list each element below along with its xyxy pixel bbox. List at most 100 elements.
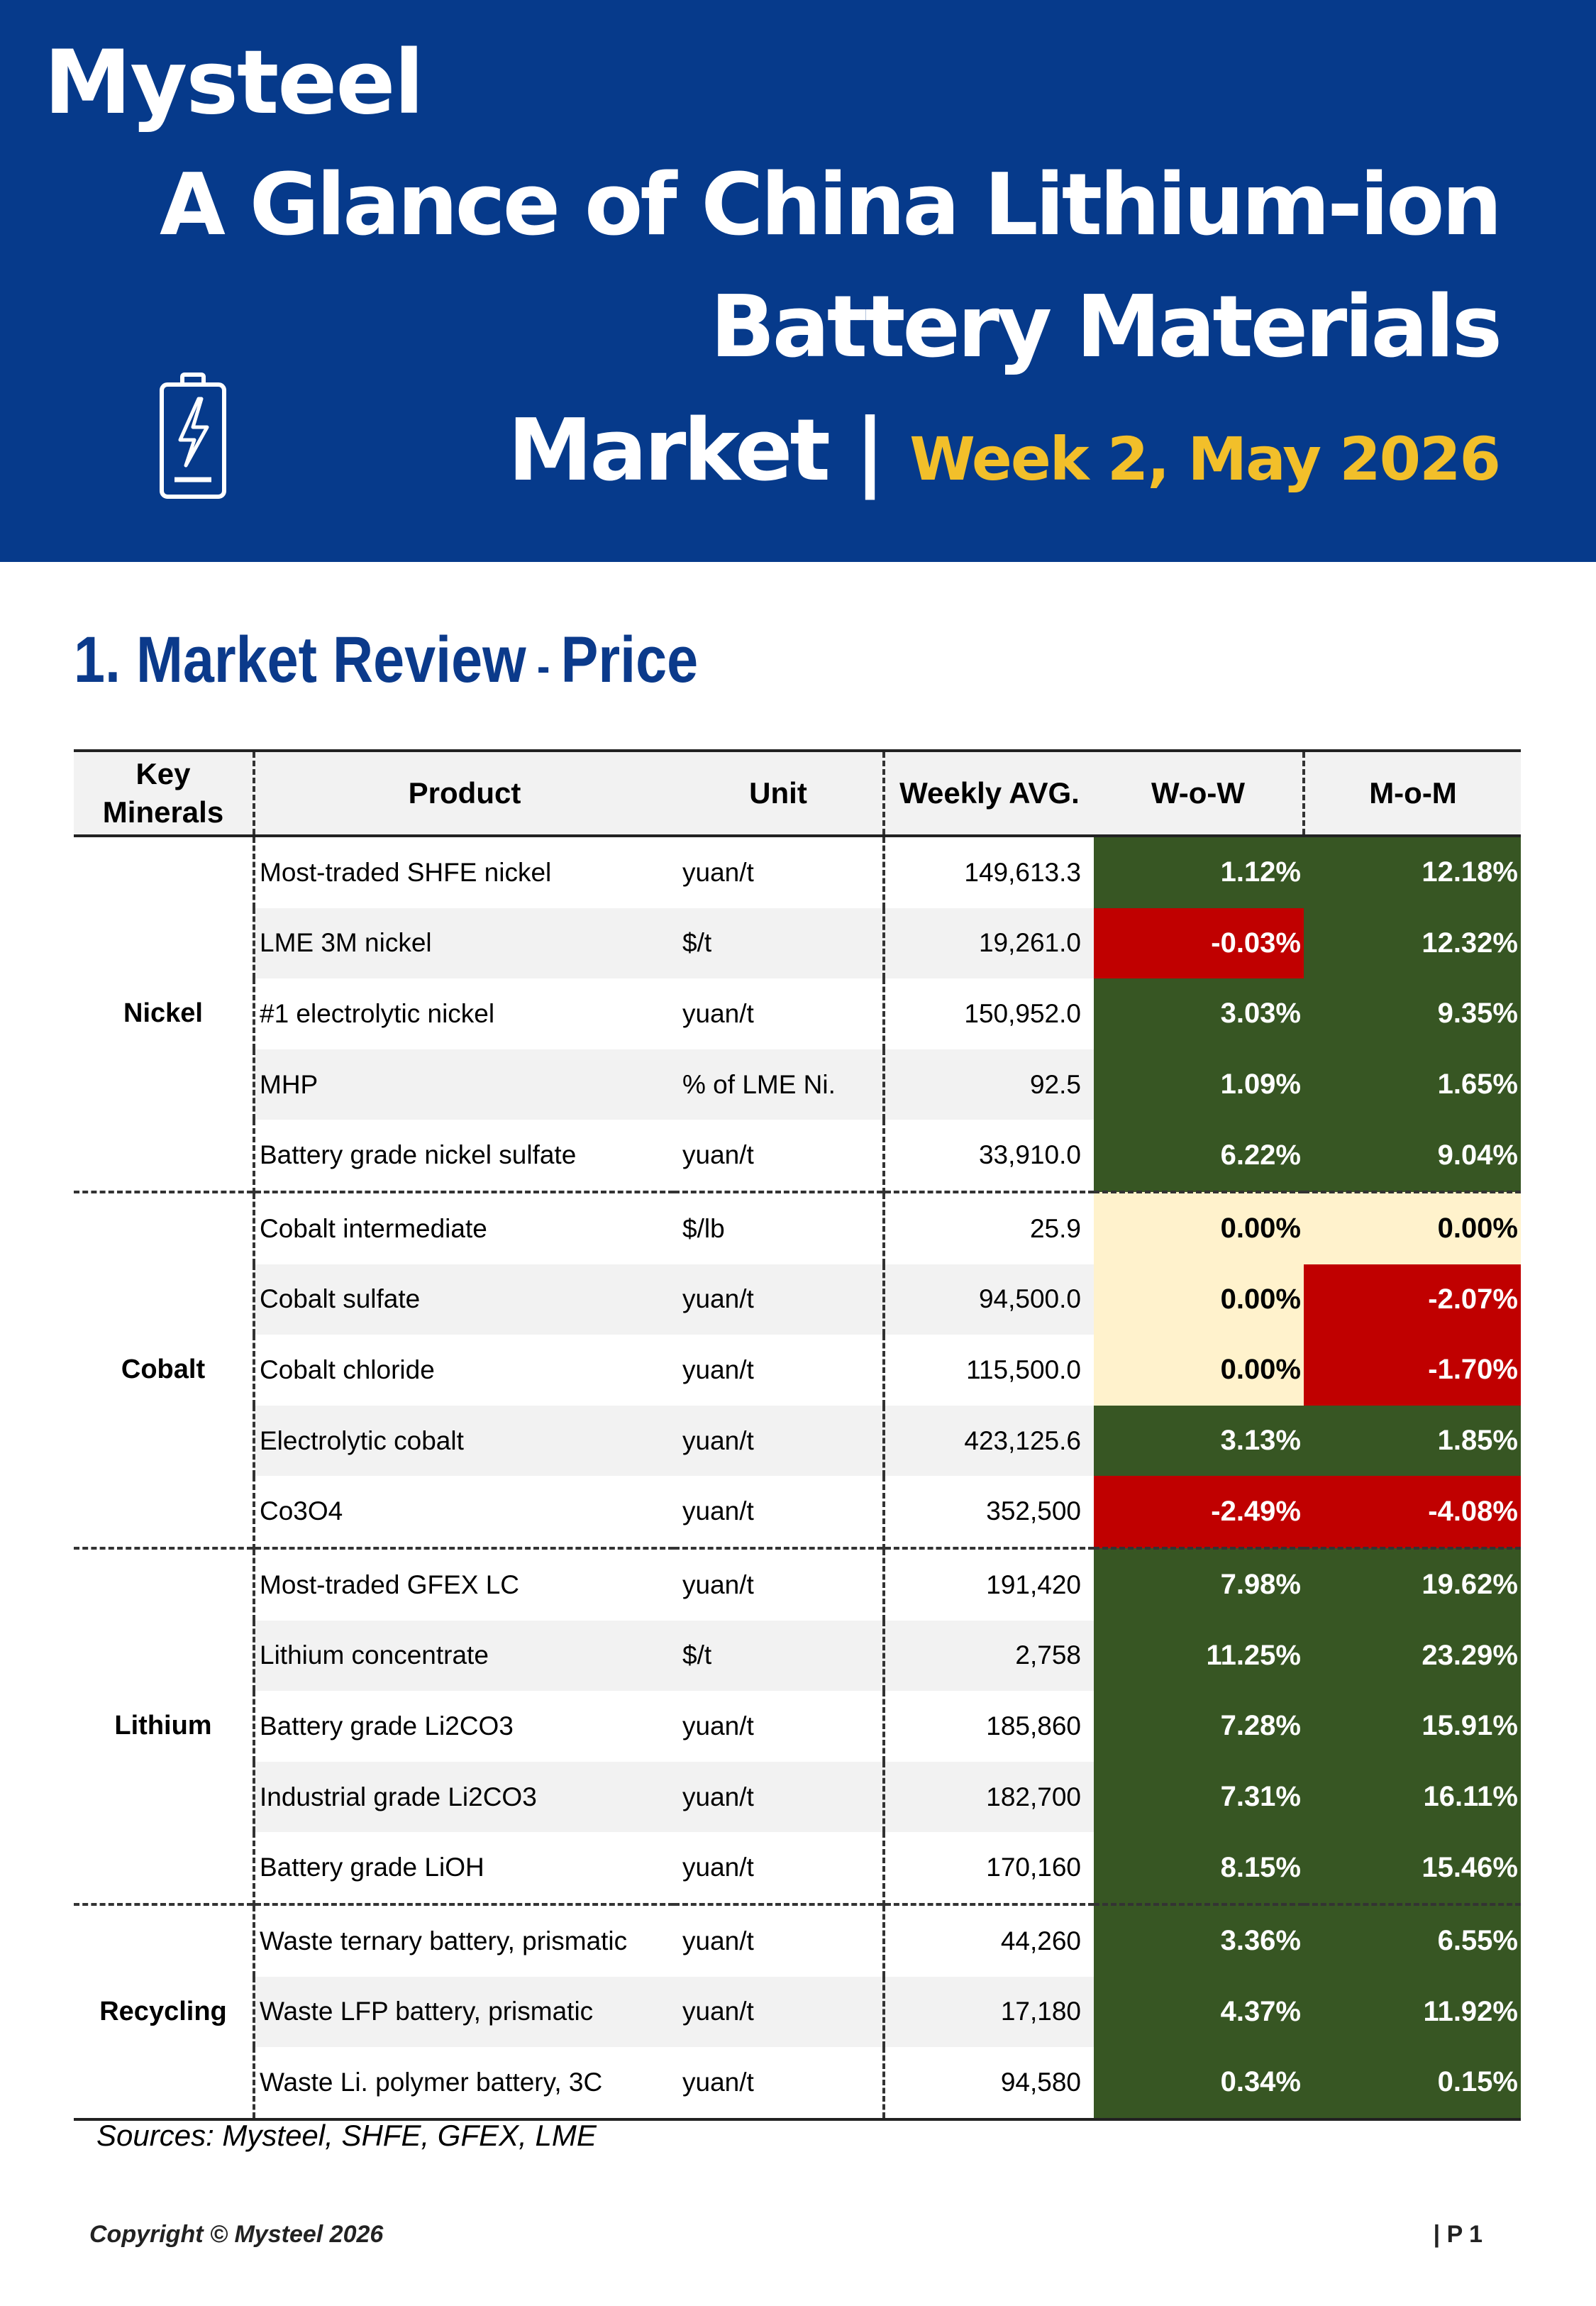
mom-cell: -1.70% — [1304, 1335, 1521, 1406]
wow-cell: 0.00% — [1094, 1264, 1304, 1335]
table-header-row: Key Minerals Product Unit Weekly AVG. W-… — [74, 749, 1521, 837]
wow-cell: 1.12% — [1094, 836, 1304, 908]
product-cell: Waste LFP battery, prismatic — [254, 1976, 674, 2048]
product-cell: Battery grade LiOH — [260, 1853, 484, 1882]
product-cell: Cobalt sulfate — [254, 1264, 674, 1335]
report-title-market: Market | — [507, 402, 886, 500]
weekly-avg-cell: 2,758 — [884, 1620, 1094, 1692]
mom-cell: 16.11% — [1304, 1761, 1521, 1833]
table-row: Recycling Waste ternary battery, prismati… — [74, 1902, 1521, 2121]
section-title-sub: Price — [560, 624, 699, 696]
wow-cell: 6.22% — [1094, 1120, 1304, 1192]
weekly-avg-cell: 94,580 — [884, 2047, 1094, 2121]
table-row: Waste Li. polymer battery, 3C yuan/t 94,58… — [74, 2047, 1521, 2121]
unit-cell: yuan/t — [674, 1120, 885, 1192]
product-cell: Co3O4 — [260, 1496, 343, 1526]
header-unit: Unit — [674, 749, 885, 837]
copyright: Copyright © Mysteel 2026 — [89, 2221, 384, 2248]
unit-cell: yuan/t — [674, 1476, 885, 1548]
wow-cell: 11.25% — [1094, 1620, 1304, 1692]
product-cell: Battery grade Li2CO3 — [260, 1711, 514, 1740]
mom-cell: 1.65% — [1304, 1049, 1521, 1120]
mineral-group-label: Recycling — [74, 1902, 255, 2121]
table-row: Battery grade LiOH yuan/t 170,160 8.15% 15.4… — [74, 1832, 1521, 1904]
unit-cell: yuan/t — [674, 1902, 885, 1977]
product-cell: Electrolytic cobalt — [254, 1405, 674, 1477]
mom-cell: 12.18% — [1304, 836, 1521, 908]
weekly-avg-cell: 150,952.0 — [964, 998, 1081, 1028]
mineral-group-label: Nickel — [74, 836, 255, 1192]
wow-cell: 3.36% — [1094, 1902, 1304, 1977]
mineral-group-label: Lithium — [74, 1546, 255, 1904]
report-title-line-3: Market | Week 2, May 2026 — [507, 402, 1501, 509]
unit-cell: yuan/t — [674, 1691, 885, 1762]
weekly-avg-cell: 94,500.0 — [884, 1264, 1094, 1335]
product-cell: LME 3M nickel — [254, 907, 674, 979]
product-cell: Most-traded SHFE nickel — [260, 857, 552, 887]
mom-cell: -2.07% — [1304, 1264, 1521, 1335]
table-row: Waste LFP battery, prismatic yuan/t 17,180… — [74, 1976, 1521, 2048]
weekly-avg-cell: 182,700 — [884, 1761, 1094, 1833]
weekly-avg-cell: 423,125.6 — [884, 1405, 1094, 1477]
mom-cell: 12.32% — [1304, 907, 1521, 979]
product-cell: #1 electrolytic nickel — [260, 998, 495, 1028]
unit-cell: yuan/t — [674, 1405, 885, 1477]
section-title-main: 1. Market Review — [74, 624, 526, 696]
weekly-avg-cell: 191,420 — [884, 1546, 1094, 1621]
mom-cell: 0.00% — [1304, 1190, 1521, 1264]
header-weekly-avg: Weekly AVG. — [884, 749, 1094, 837]
header-wow: W-o-W — [1094, 749, 1305, 837]
weekly-avg-cell: 92.5 — [884, 1049, 1094, 1120]
weekly-avg-cell: 170,160 — [986, 1853, 1081, 1882]
table-row: MHP% of LME Ni. 92.5 1.09% 1.65% — [74, 1049, 1521, 1120]
product-cell: Battery grade nickel sulfate — [260, 1140, 577, 1170]
table-row: Battery grade Li2CO3 yuan/t 185,860 7.28% 15… — [74, 1691, 1521, 1762]
mom-cell: 9.04% — [1304, 1120, 1521, 1192]
unit-cell: yuan/t — [674, 1761, 885, 1833]
report-title-line-1: A Glance of China Lithium-ion — [159, 156, 1502, 255]
mom-cell: 19.62% — [1304, 1546, 1521, 1621]
wow-cell: -0.03% — [1094, 907, 1304, 979]
weekly-avg-cell: 25.9 — [884, 1190, 1094, 1264]
mom-cell: 1.85% — [1304, 1405, 1521, 1477]
table-row: #1 electrolytic nickel yuan/t 150,952.0 3.0… — [74, 978, 1521, 1049]
report-week: Week 2, May 2026 — [909, 424, 1501, 494]
unit-cell: yuan/t — [674, 836, 885, 908]
table-row: Battery grade nickel sulfate yuan/t 33,910… — [74, 1120, 1521, 1192]
mom-cell: 9.35% — [1304, 978, 1521, 1049]
unit-cell: $/t — [674, 1620, 885, 1692]
weekly-avg-cell: 352,500 — [986, 1496, 1081, 1526]
header-mom: M-o-M — [1304, 749, 1521, 837]
weekly-avg-cell: 33,910.0 — [978, 1140, 1081, 1170]
wow-cell: -2.49% — [1094, 1476, 1304, 1548]
unit-cell: yuan/t — [674, 1264, 885, 1335]
mom-cell: 15.46% — [1304, 1832, 1521, 1904]
product-cell: Most-traded GFEX LC — [254, 1546, 674, 1621]
table-body: Nickel Most-traded SHFE nickel yuan/t 149,6… — [74, 836, 1521, 2121]
wow-cell: 8.15% — [1094, 1832, 1304, 1904]
price-table: Key Minerals Product Unit Weekly AVG. W-… — [74, 749, 1521, 2121]
page-number: | P 1 — [1433, 2221, 1483, 2248]
mom-cell: 23.29% — [1304, 1620, 1521, 1692]
table-row: Nickel Most-traded SHFE nickel yuan/t 149,6… — [74, 836, 1521, 1192]
table-row: Co3O4 yuan/t 352,500 -2.49% -4.08% — [74, 1476, 1521, 1548]
wow-cell: 7.28% — [1094, 1691, 1304, 1762]
unit-cell: yuan/t — [674, 1335, 885, 1406]
product-cell: Waste Li. polymer battery, 3C — [254, 2047, 674, 2121]
wow-cell: 4.37% — [1094, 1976, 1304, 2048]
unit-cell: $/t — [674, 907, 885, 979]
table-row: Cobalt Cobalt intermediate $/lb 25.9 0.00% 0.… — [74, 1190, 1521, 1548]
mysteel-logo: Mysteel — [44, 32, 424, 134]
section-title-dash: - — [526, 641, 561, 692]
wow-cell: 0.34% — [1094, 2047, 1304, 2121]
unit-cell: $/lb — [674, 1190, 885, 1264]
unit-cell: yuan/t — [674, 978, 885, 1049]
wow-cell: 0.00% — [1094, 1190, 1304, 1264]
report-title-line-2: Battery Materials — [710, 278, 1502, 377]
product-cell: Waste ternary battery, prismatic — [254, 1902, 674, 1977]
wow-cell: 3.13% — [1094, 1405, 1304, 1477]
product-cell: Industrial grade Li2CO3 — [254, 1761, 674, 1833]
table-row: Cobalt sulfate yuan/t 94,500.0 0.00% -2.07% — [74, 1264, 1521, 1335]
header-banner: Mysteel A Glance of China Lithium-ion Ba… — [0, 0, 1596, 562]
section-title: 1. Market Review - Price — [74, 617, 698, 709]
